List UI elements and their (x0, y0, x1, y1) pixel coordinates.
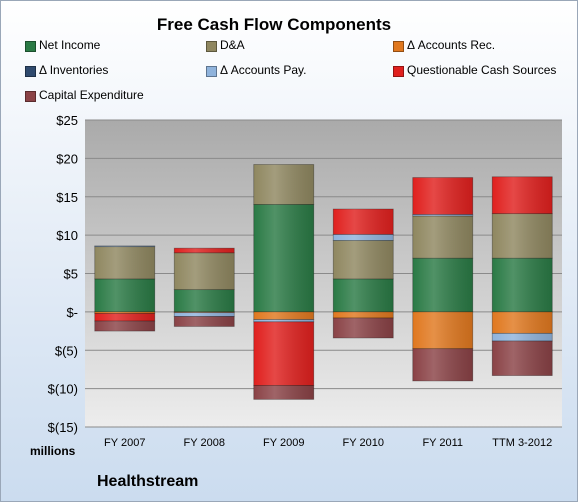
y-tick-label: $15 (56, 190, 78, 205)
legend-label: Capital Expenditure (39, 88, 144, 102)
legend-label: Δ Inventories (39, 63, 109, 77)
y-tick-label: $20 (56, 151, 78, 166)
bar-shine (333, 240, 394, 279)
legend-swatch (25, 91, 36, 102)
bar-shine (253, 319, 314, 322)
legend-swatch (25, 41, 36, 52)
unit-label: millions (30, 444, 76, 458)
bar-shine (492, 176, 553, 214)
y-tick-label: $(5) (55, 343, 78, 358)
bar-shine (253, 164, 314, 205)
bar-shine (412, 348, 473, 381)
bar-shine (492, 258, 553, 312)
x-tick-label: FY 2008 (184, 437, 225, 449)
y-tick-label: $5 (64, 267, 78, 282)
bar-shine (253, 311, 314, 320)
y-tick-label: $(10) (48, 382, 78, 397)
bar-shine (174, 289, 235, 312)
chart-title: Free Cash Flow Components (156, 15, 392, 34)
bar-shine (94, 246, 155, 279)
x-tick-label: FY 2010 (343, 437, 384, 449)
legend-label: D&A (220, 38, 245, 52)
bar-shine (94, 313, 155, 322)
legend-swatch (393, 66, 404, 77)
y-tick-label: $10 (56, 228, 78, 243)
bar-shine (174, 311, 235, 313)
bar-shine (412, 214, 473, 216)
bar-shine (492, 341, 553, 376)
bar-shine (333, 278, 394, 312)
legend-swatch (206, 41, 217, 52)
bar-shine (174, 248, 235, 253)
bar-shine (174, 252, 235, 290)
legend-swatch (393, 41, 404, 52)
bar-shine (174, 312, 235, 317)
company-name: Healthstream (97, 473, 199, 490)
bar-shine (253, 204, 314, 312)
bar-shine (333, 311, 394, 319)
x-tick-label: FY 2009 (263, 437, 304, 449)
y-tick-label: $25 (56, 113, 78, 128)
bar-shine (492, 333, 553, 342)
bar-shine (333, 318, 394, 338)
bar-shine (412, 258, 473, 312)
bar-shine (94, 245, 155, 247)
legend-label: Net Income (39, 38, 101, 52)
bar-shine (253, 385, 314, 400)
legend-swatch (25, 66, 36, 77)
x-tick-label: TTM 3-2012 (492, 437, 552, 449)
y-tick-label: $(15) (48, 420, 78, 435)
bar-shine (412, 177, 473, 215)
bar-shine (412, 311, 473, 349)
bar-shine (94, 278, 155, 312)
bar-shine (492, 213, 553, 259)
bar-shine (174, 316, 235, 327)
legend-swatch (206, 66, 217, 77)
bar-shine (94, 321, 155, 332)
bar-shine (412, 215, 473, 259)
y-tick-label: $- (66, 305, 78, 320)
legend-label: Δ Accounts Rec. (407, 38, 496, 52)
bar-shine (253, 321, 314, 386)
bar-shine (94, 311, 155, 314)
legend-label: Questionable Cash Sources (407, 63, 557, 77)
legend-label: Δ Accounts Pay. (220, 63, 307, 77)
x-tick-label: FY 2011 (422, 437, 463, 449)
x-tick-label: FY 2007 (104, 437, 145, 449)
bar-shine (333, 234, 394, 241)
bar-shine (333, 209, 394, 235)
bar-shine (492, 311, 553, 334)
